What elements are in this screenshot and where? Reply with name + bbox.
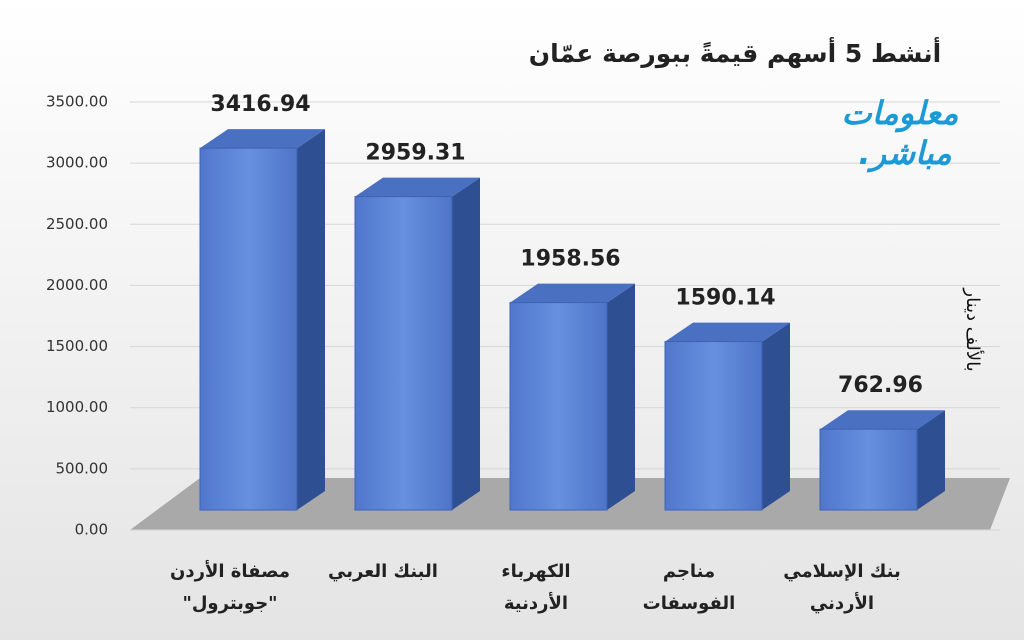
x-tick-label: الكهرباء [501, 561, 570, 582]
bar-top [665, 322, 790, 342]
x-tick-label: "جوبترول" [182, 593, 277, 614]
bar-side [917, 410, 945, 510]
value-label: 1590.14 [675, 286, 775, 311]
logo-line: معلومات [842, 94, 959, 133]
bar-side [607, 283, 635, 510]
bars: 3416.94 2959.31 1958.56 1590.14 762.96 [199, 92, 945, 511]
x-tick-label: بنك الإسلامي [783, 561, 900, 582]
chart-title: أنشط 5 أسهم قيمةً ببورصة عمّان [529, 37, 941, 69]
x-tick-label: مصفاة الأردن [170, 560, 290, 582]
y-tick-label: 3000.00 [46, 154, 108, 172]
x-tick-label: الفوسفات [643, 593, 736, 614]
y-axis-label: بالألف دينار [962, 287, 984, 371]
bar-top [820, 410, 945, 430]
x-tick-label: الأردنية [504, 592, 568, 614]
bar [199, 147, 298, 511]
bar-side [762, 322, 790, 510]
value-label: 762.96 [838, 373, 923, 398]
x-tick-label: الأردني [810, 592, 874, 614]
y-tick-label: 0.00 [75, 521, 108, 539]
y-tick-label: 1000.00 [46, 398, 108, 416]
x-tick-label: مناجم [663, 561, 715, 582]
bar-top [510, 283, 635, 303]
logo-line: مباشر. [858, 134, 951, 173]
x-tick-label: البنك العربي [328, 561, 438, 582]
bar-side [297, 129, 325, 510]
y-tick-label: 2000.00 [46, 276, 108, 294]
y-tick-label: 500.00 [56, 459, 109, 477]
bar [509, 302, 608, 511]
bar [354, 196, 453, 511]
bar [664, 341, 763, 511]
bar-top [355, 177, 480, 197]
bar [819, 428, 918, 511]
bar-side [452, 177, 480, 510]
y-tick-label: 1500.00 [46, 337, 108, 355]
y-tick-label: 3500.00 [46, 93, 108, 111]
bar-top [200, 129, 325, 149]
value-label: 1958.56 [520, 247, 620, 272]
y-tick-label: 2500.00 [46, 215, 108, 233]
value-label: 3416.94 [210, 92, 310, 117]
value-label: 2959.31 [365, 141, 465, 166]
